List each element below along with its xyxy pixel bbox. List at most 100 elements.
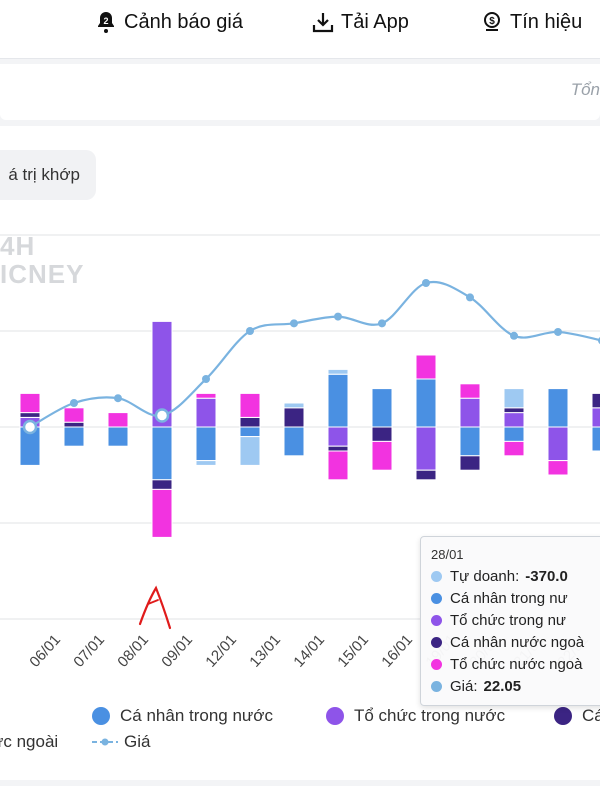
- bar-segment: [195, 392, 217, 399]
- bar-segment: [151, 426, 173, 481]
- bar-segment: [547, 460, 569, 476]
- bar-segment: [327, 368, 349, 375]
- price-point: [22, 419, 38, 435]
- tooltip-row: Tổ chức trong nư: [431, 612, 572, 629]
- tooltip-label: Tự doanh:: [450, 568, 520, 585]
- tooltip-row: Cá nhân trong nư: [431, 590, 574, 607]
- total-label: Tổn: [570, 80, 600, 99]
- legend-label: Cá nhân trong nước: [120, 706, 273, 725]
- tooltip-row: Cá nhân nước ngoà: [431, 634, 590, 651]
- x-tick-label: 16/01: [378, 631, 416, 670]
- tooltip-label: Tổ chức trong nư: [450, 612, 566, 629]
- summary-panel: [0, 64, 600, 120]
- bar-segment: [239, 436, 261, 466]
- value-filter-button[interactable]: á trị khớp: [0, 150, 96, 200]
- bar-segment: [107, 426, 129, 447]
- tooltip-date: 28/01: [431, 547, 464, 562]
- x-tick-label: 06/01: [26, 631, 64, 670]
- tooltip-label: Tổ chức nước ngoà: [450, 656, 583, 673]
- price-point: [154, 408, 170, 423]
- bar-segment: [327, 445, 349, 452]
- price-point: [246, 327, 254, 335]
- bar-segment: [547, 388, 569, 428]
- download-app-label: Tải App: [341, 10, 409, 33]
- bar-segment: [63, 421, 85, 428]
- x-tick-label: 14/01: [290, 631, 328, 670]
- bar-segment: [591, 392, 600, 409]
- bar-segment: [327, 426, 349, 447]
- tooltip-dot: [431, 659, 442, 670]
- x-tick-label: 07/01: [70, 631, 108, 670]
- bell-icon: 2: [98, 12, 114, 33]
- tooltip-row: Tổ chức nước ngoà: [431, 656, 588, 673]
- legend-item-ca-nhan-nuoc-ngoai[interactable]: Cá: [554, 706, 600, 726]
- legend-item-to-chuc-nuoc-ngoai[interactable]: ức ngoài: [0, 732, 58, 752]
- bar-segment: [503, 388, 525, 409]
- bar-segment: [415, 354, 437, 380]
- price-point: [70, 399, 78, 407]
- legend-item-gia[interactable]: Giá: [92, 732, 150, 752]
- x-tick-label: 12/01: [202, 631, 240, 670]
- bar-segment: [327, 373, 349, 428]
- price-alert-link[interactable]: 2 Cảnh báo giá: [94, 8, 243, 36]
- red-annotation-mark: [138, 585, 172, 630]
- price-line: [29, 280, 600, 428]
- bottom-strip: [0, 786, 600, 800]
- price-alert-label: Cảnh báo giá: [124, 10, 243, 33]
- legend-dot: [326, 707, 344, 725]
- price-point: [202, 375, 210, 383]
- signal-icon: $: [484, 12, 500, 31]
- x-tick-label: 09/01: [158, 631, 196, 670]
- bar-segment: [283, 426, 305, 457]
- download-icon: [312, 13, 334, 33]
- bar-segment: [19, 392, 41, 414]
- svg-text:$: $: [489, 16, 495, 27]
- bar-segment: [283, 407, 305, 428]
- bar-segment: [151, 488, 173, 538]
- bar-segment: [63, 426, 85, 447]
- bar-segment: [19, 412, 41, 418]
- legend-label: Giá: [124, 732, 151, 751]
- bar-segment: [239, 426, 261, 438]
- x-tick-label: 08/01: [114, 631, 152, 670]
- price-point: [378, 319, 386, 328]
- bar-segment: [459, 397, 481, 428]
- signal-link[interactable]: $ Tín hiệu: [480, 8, 582, 36]
- tooltip-row: Tự doanh: -370.0: [431, 568, 568, 585]
- x-tick-label: 13/01: [246, 631, 284, 670]
- price-point: [422, 279, 430, 287]
- tooltip-value: -370.0: [525, 568, 568, 585]
- tooltip-value: 22.05: [483, 678, 522, 695]
- tooltip-label: Giá:: [450, 678, 478, 695]
- value-filter-label: á trị khớp: [8, 165, 80, 184]
- legend-label: Cá: [582, 706, 600, 725]
- tooltip-dot: [431, 615, 442, 626]
- bar-segment: [591, 407, 600, 428]
- bar-segment: [371, 426, 393, 442]
- bar-segment: [327, 450, 349, 481]
- bar-segment: [239, 392, 261, 418]
- legend-label: Tổ chức trong nước: [354, 706, 506, 725]
- bar-segment: [503, 407, 525, 414]
- alert-badge: 2: [103, 16, 108, 26]
- tooltip-dot: [431, 571, 442, 582]
- bar-segment: [415, 378, 437, 428]
- bar-segment: [503, 412, 525, 428]
- bar-segment: [591, 426, 600, 452]
- bar-segment: [107, 412, 129, 428]
- legend-dot: [554, 707, 572, 725]
- top-nav-bar: 2 Cảnh báo giá Tải App $ Tín hiệu: [0, 0, 600, 59]
- legend-item-ca-nhan-trong-nuoc[interactable]: Cá nhân trong nước: [92, 706, 273, 726]
- bar-segment: [239, 416, 261, 428]
- watermark-logo: 4H ICNEY: [0, 232, 84, 288]
- price-point: [290, 319, 298, 328]
- bar-segment: [195, 397, 217, 428]
- legend-item-to-chuc-trong-nuoc[interactable]: Tổ chức trong nước: [326, 706, 505, 726]
- bar-segment: [459, 383, 481, 399]
- price-line-icon: [92, 738, 118, 746]
- tooltip-dot: [431, 593, 442, 604]
- legend-dot: [92, 707, 110, 725]
- price-point: [334, 312, 342, 321]
- download-app-link[interactable]: Tải App: [311, 8, 409, 36]
- price-point: [114, 394, 122, 403]
